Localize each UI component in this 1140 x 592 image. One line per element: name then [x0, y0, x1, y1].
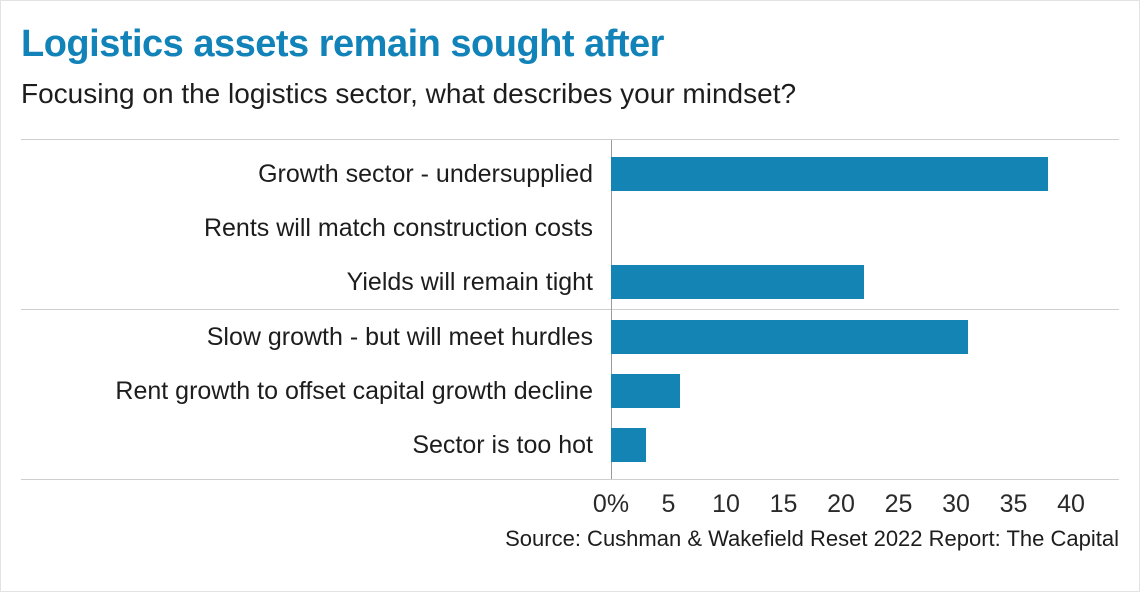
bar	[611, 157, 1048, 191]
x-axis-tick: 40	[1057, 490, 1085, 518]
x-axis-tick: 35	[999, 490, 1028, 518]
category-label: Slow growth - but will meet hurdles	[206, 322, 593, 351]
chart-row: Growth sector - undersupplied	[21, 147, 1119, 201]
chart-rows-group-2: Slow growth - but will meet hurdles Rent …	[21, 310, 1119, 472]
x-axis-tick: 0%	[592, 490, 630, 518]
bar-track	[611, 374, 1071, 408]
x-axis-tick: 5	[661, 490, 676, 518]
category-label: Growth sector - undersupplied	[258, 159, 593, 188]
chart-row: Rents will match construction costs	[21, 201, 1119, 255]
bar-track	[611, 211, 1071, 245]
chart-subtitle: Focusing on the logistics sector, what d…	[21, 78, 797, 109]
category-label: Sector is too hot	[412, 430, 593, 459]
x-axis-tick: 30	[942, 490, 970, 518]
x-axis-tick: 20	[827, 490, 855, 518]
bar-track	[611, 320, 1071, 354]
y-axis-line	[611, 140, 612, 479]
x-axis-tick: 15	[769, 490, 798, 518]
chart-row: Yields will remain tight	[21, 255, 1119, 309]
bar	[611, 428, 646, 462]
bar-chart: Growth sector - undersupplied Rents will …	[21, 139, 1119, 480]
bar	[611, 265, 864, 299]
chart-row: Sector is too hot	[21, 418, 1119, 472]
chart-title: Logistics assets remain sought after	[21, 23, 664, 65]
chart-row: Slow growth - but will meet hurdles	[21, 310, 1119, 364]
x-axis-tick: 25	[884, 490, 913, 518]
x-axis-tick: 10	[712, 490, 740, 518]
bar-track	[611, 428, 1071, 462]
category-label: Rents will match construction costs	[203, 213, 593, 242]
category-label: Rent growth to offset capital growth dec…	[115, 376, 593, 405]
group-divider	[21, 309, 1119, 310]
chart-row: Rent growth to offset capital growth dec…	[21, 364, 1119, 418]
bar-track	[611, 265, 1071, 299]
category-label: Yields will remain tight	[346, 267, 593, 296]
source-text: Source: Cushman & Wakefield Reset 2022 R…	[505, 526, 1119, 551]
bar	[611, 320, 968, 354]
bar	[611, 374, 680, 408]
chart-rows-group-1: Growth sector - undersupplied Rents will …	[21, 147, 1119, 309]
x-axis-ticks: 0% 5 10 15 20 25 30 35 40	[593, 480, 1085, 524]
bar-track	[611, 157, 1071, 191]
